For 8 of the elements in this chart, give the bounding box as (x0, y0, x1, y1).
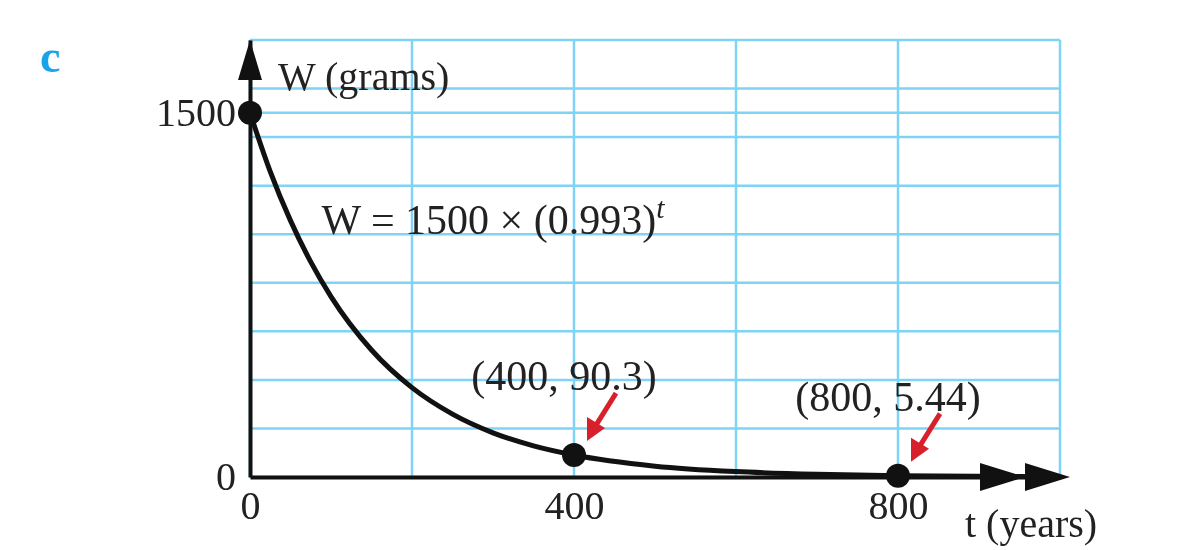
x-tick-label: 400 (544, 483, 605, 529)
y-tick-label: 1500 (156, 90, 236, 136)
x-tick-label: 800 (868, 483, 929, 529)
x-axis-title: t (years) (965, 501, 1098, 546)
point (238, 100, 262, 125)
chart-title: c (40, 31, 61, 82)
point (562, 443, 586, 468)
point (886, 463, 910, 488)
